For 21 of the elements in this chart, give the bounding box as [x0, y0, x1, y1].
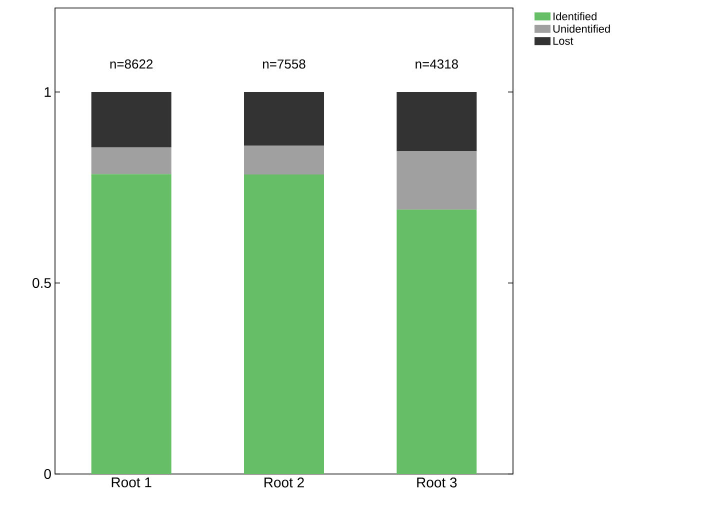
annotation: n=4318 [416, 59, 458, 69]
bar [396, 92, 477, 152]
x-tick-label: Root 2 [264, 478, 304, 488]
bar [91, 147, 172, 174]
x-tick-label: Root 3 [417, 478, 457, 488]
bar [396, 210, 477, 474]
legend-label: Identified [554, 12, 596, 20]
bar [396, 151, 477, 210]
bar [244, 174, 324, 474]
annotation: n=7558 [262, 59, 306, 69]
bar [91, 92, 172, 148]
bar [244, 92, 324, 146]
y-tick-label: 0 [44, 469, 51, 479]
y-tick-label: 1 [44, 87, 51, 97]
legend-label: Unidentified [553, 24, 610, 33]
bar [91, 174, 172, 474]
bar [244, 146, 324, 175]
annotation: n=8622 [110, 59, 153, 69]
legend-label: Lost [553, 37, 574, 45]
x-tick-label: Root 1 [112, 478, 152, 488]
y-tick-label: 0.5 [32, 278, 51, 288]
